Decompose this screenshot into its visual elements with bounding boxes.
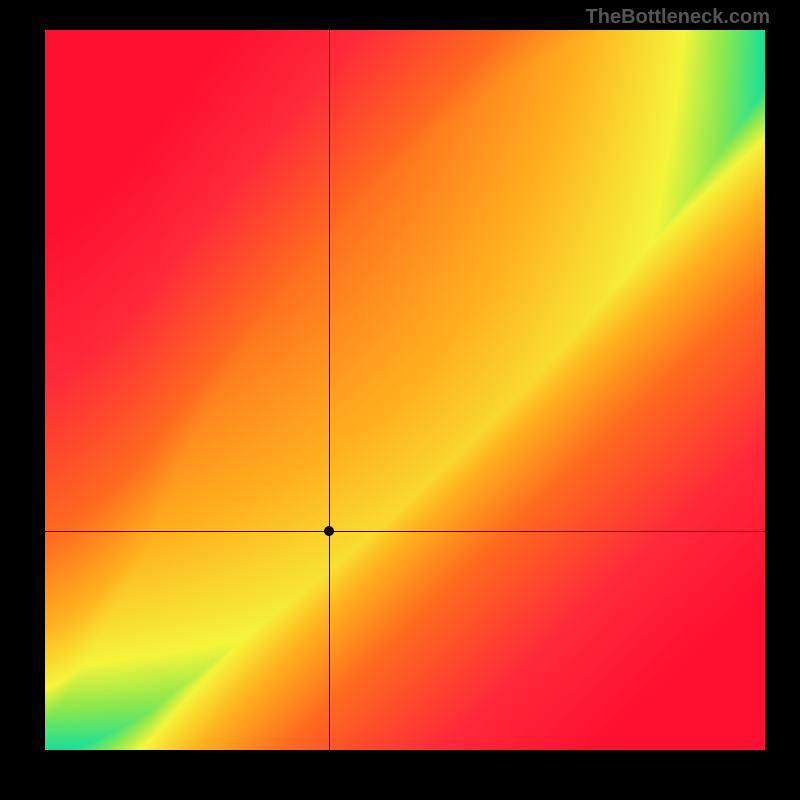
- crosshair-horizontal: [45, 531, 765, 532]
- bottleneck-heatmap: [45, 30, 765, 750]
- watermark-text: TheBottleneck.com: [586, 6, 770, 29]
- plot-area: [45, 30, 765, 750]
- selection-marker: [324, 526, 334, 536]
- crosshair-vertical: [329, 30, 330, 750]
